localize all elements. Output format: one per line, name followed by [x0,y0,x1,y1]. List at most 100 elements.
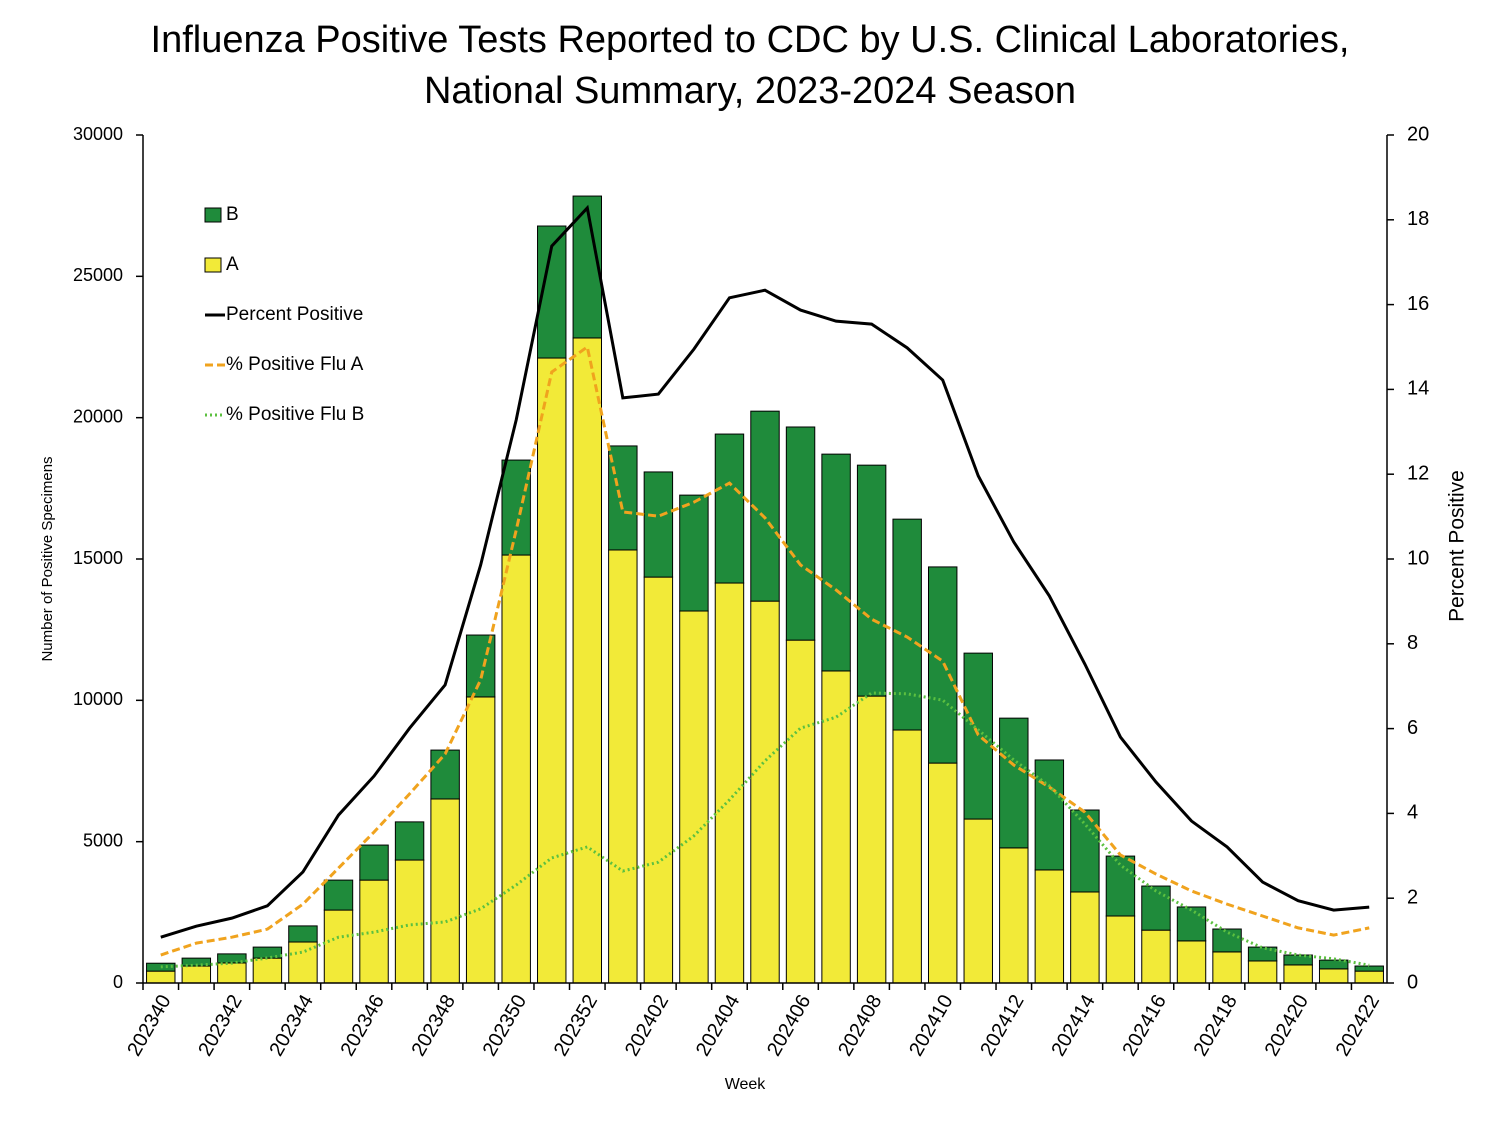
bar [288,925,318,943]
bar [430,798,460,984]
bar [963,652,993,820]
legend-label: A [226,254,239,275]
y-tick-label: 5000 [83,830,123,850]
legend-swatch [204,257,222,273]
y2-tick-label: 2 [1407,886,1418,908]
x-tick-label: 202408 [834,991,886,1060]
x-tick-label: 202402 [621,991,673,1060]
y2-tick-label: 18 [1407,208,1429,230]
x-tick-label: 202410 [905,991,957,1060]
bar [1354,970,1384,984]
y2-tick-label: 20 [1407,123,1429,145]
bar [359,844,389,881]
bar [856,464,887,697]
bar [146,970,176,984]
x-tick-label: 202340 [123,991,175,1060]
bar [394,821,425,861]
bar [785,426,816,641]
bar [821,670,851,984]
x-tick-label: 202420 [1261,991,1313,1060]
x-axis-label: Week [725,1076,767,1093]
bar [608,549,638,984]
y2-tick-label: 16 [1407,293,1429,315]
y-tick-label: 15000 [73,548,123,568]
bar [1212,928,1242,953]
bar [643,576,674,984]
bar [1247,946,1278,962]
bar [1141,929,1171,984]
bar [750,410,780,602]
bar [217,962,247,984]
bar [1318,959,1349,970]
bar [1176,940,1207,984]
x-tick-label: 202348 [408,991,460,1060]
bar [323,909,354,984]
y-axis-label: Number of Positive Specimens [39,456,56,661]
bar [430,749,460,800]
y2-tick-label: 6 [1407,717,1418,739]
chart-title: National Summary, 2023-2024 Season [424,70,1076,112]
x-tick-label: 202404 [692,991,744,1060]
bar [750,600,780,984]
bar [252,957,283,984]
y-tick-label: 0 [113,972,123,992]
bar [146,962,176,972]
legend-label: Percent Positive [226,304,363,325]
x-tick-label: 202416 [1118,991,1170,1060]
legend-label: % Positive Flu A [226,354,364,375]
y-tick-label: 20000 [73,406,123,426]
bar [572,337,603,984]
y-tick-label: 30000 [73,124,123,144]
bar [1141,885,1171,931]
x-tick-label: 202342 [194,991,246,1060]
x-tick-label: 202352 [550,991,602,1060]
bar [714,433,745,584]
y2-tick-label: 10 [1407,547,1429,569]
bar [1354,965,1384,972]
bar [359,879,389,984]
line [160,344,1370,957]
bar [465,696,496,984]
y2-tick-label: 8 [1407,632,1418,654]
x-tick-label: 202412 [976,991,1028,1060]
bar [1105,855,1136,917]
legend-swatch [204,207,222,223]
bar [1034,759,1065,871]
y2-tick-label: 0 [1407,971,1418,993]
bar [537,357,567,984]
bar [394,859,425,984]
bar [288,941,318,984]
bar [1105,915,1136,984]
bar [501,459,531,556]
bar [501,554,531,984]
bar [999,717,1029,849]
bar [252,946,283,959]
bar [714,582,745,984]
chart-title: Influenza Positive Tests Reported to CDC… [151,19,1350,61]
bar [1247,960,1278,984]
line [160,204,1370,939]
x-tick-label: 202350 [479,991,531,1060]
x-tick-label: 202344 [265,991,317,1060]
x-tick-label: 202406 [763,991,815,1060]
bar [1070,809,1100,893]
legend-label: B [226,204,239,225]
y-tick-label: 10000 [73,689,123,709]
bar [1212,951,1242,984]
bar [679,610,709,984]
bar [465,634,496,698]
bar [608,445,638,551]
bar [1034,869,1065,984]
bar [1283,954,1313,966]
y2-tick-label: 14 [1407,378,1429,400]
bar [892,518,922,731]
bar [856,695,887,984]
x-tick-label: 202422 [1332,991,1384,1060]
y2-tick-label: 12 [1407,462,1429,484]
bar [679,494,709,612]
x-tick-label: 202414 [1047,991,1099,1060]
legend-label: % Positive Flu B [226,404,364,425]
bar [927,762,958,984]
bar [785,639,816,984]
